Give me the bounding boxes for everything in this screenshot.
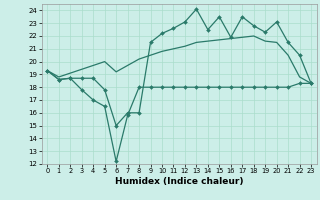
X-axis label: Humidex (Indice chaleur): Humidex (Indice chaleur) bbox=[115, 177, 244, 186]
